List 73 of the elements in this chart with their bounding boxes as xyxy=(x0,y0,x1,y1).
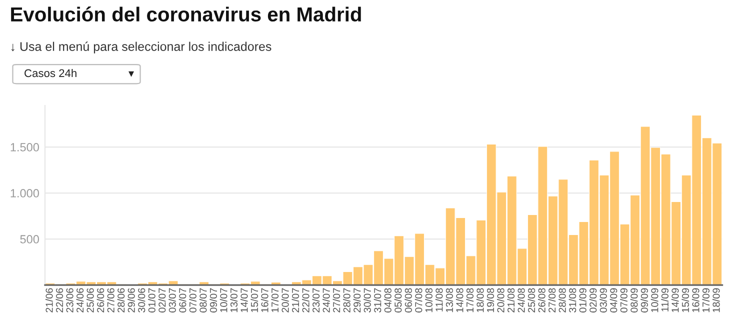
x-tick-label: 11/09 xyxy=(661,288,668,312)
y-tick-label: 1.500 xyxy=(10,143,39,152)
x-tick-label: 14/09 xyxy=(671,288,679,312)
x-tick-label: 30/06 xyxy=(138,288,146,312)
x-tick-label: 20/07 xyxy=(281,288,289,312)
x-tick-label: 01/09 xyxy=(579,288,586,312)
x-tick-label: 27/06 xyxy=(107,288,114,312)
x-tick-label: 02/09 xyxy=(589,288,597,312)
x-tick-label: 21/07 xyxy=(292,288,300,312)
x-tick-label: 28/07 xyxy=(343,288,350,312)
x-tick-label: 29/07 xyxy=(353,288,361,312)
x-tick-label: 02/07 xyxy=(158,288,166,312)
x-tick-label: 08/09 xyxy=(630,288,638,312)
x-tick-label: 27/07 xyxy=(332,288,340,312)
x-tick-label: 28/06 xyxy=(117,288,125,312)
x-tick-label: 16/07 xyxy=(260,288,268,312)
x-tick-label: 21/08 xyxy=(507,288,515,312)
x-tick-label: 31/08 xyxy=(568,288,576,312)
x-tick-label: 31/07 xyxy=(374,288,382,312)
x-tick-label: 20/08 xyxy=(496,288,504,312)
x-tick-label: 22/07 xyxy=(302,288,310,312)
x-tick-label: 06/07 xyxy=(178,288,186,312)
text: Casos 24h xyxy=(24,68,76,78)
x-tick-label: 25/06 xyxy=(86,288,94,312)
x-tick-label: 17/07 xyxy=(271,288,279,312)
x-tick-label: 24/07 xyxy=(322,288,330,312)
x-tick-label: 14/08 xyxy=(456,288,464,312)
x-tick-label: 13/08 xyxy=(446,288,454,312)
chart-subtitle: ↓ Usa el menú para seleccionar los indicadores xyxy=(11,42,272,54)
x-tick-label: 30/07 xyxy=(364,288,371,312)
x-tick-label: 18/08 xyxy=(476,288,484,312)
x-tick-label: 03/07 xyxy=(168,288,176,312)
x-tick-label: 08/07 xyxy=(199,288,207,312)
text: ▾ xyxy=(128,71,134,77)
x-tick-label: 26/06 xyxy=(96,288,104,312)
x-tick-label: 03/09 xyxy=(600,288,607,312)
x-tick-label: 04/08 xyxy=(384,288,392,312)
x-tick-label: 07/09 xyxy=(620,288,628,312)
x-tick-label: 10/09 xyxy=(650,288,658,312)
x-tick-label: 11/08 xyxy=(435,288,443,312)
x-tick-label: 15/07 xyxy=(250,288,258,312)
x-tick-label: 07/08 xyxy=(414,288,422,312)
x-tick-label: 19/08 xyxy=(486,288,494,312)
x-tick-label: 22/06 xyxy=(56,288,64,312)
x-tick-label: 23/07 xyxy=(312,288,320,312)
x-tick-label: 06/08 xyxy=(404,288,412,312)
x-tick-label: 28/08 xyxy=(558,288,566,312)
x-tick-label: 21/06 xyxy=(45,288,53,312)
x-tick-label: 16/09 xyxy=(692,288,700,312)
x-tick-label: 29/06 xyxy=(128,288,135,312)
x-tick-label: 26/08 xyxy=(538,288,546,312)
x-tick-label: 13/07 xyxy=(230,288,238,312)
x-tick-label: 10/08 xyxy=(425,288,432,312)
x-tick-label: 27/08 xyxy=(548,288,556,312)
x-tick-label: 15/09 xyxy=(682,288,690,312)
x-tick-label: 25/08 xyxy=(528,288,536,312)
x-tick-label: 24/08 xyxy=(517,288,525,312)
x-tick-label: 17/08 xyxy=(466,288,474,312)
x-tick-label: 24/06 xyxy=(76,288,84,312)
x-tick-label: 14/07 xyxy=(240,288,248,312)
x-tick-label: 07/07 xyxy=(189,288,196,312)
x-tick-label: 04/09 xyxy=(610,288,618,312)
x-tick-label: 05/08 xyxy=(394,288,402,312)
x-tick-label: 09/07 xyxy=(210,288,217,312)
y-tick-label: 1.000 xyxy=(10,189,39,198)
x-tick-label: 18/09 xyxy=(712,288,720,312)
chart-title: Evolución del coronavirus en Madrid xyxy=(11,6,361,22)
x-tick-label: 17/09 xyxy=(702,288,710,312)
x-tick-label: 01/07 xyxy=(148,288,156,312)
x-tick-label: 23/06 xyxy=(66,288,74,312)
x-tick-label: 10/07 xyxy=(220,288,228,312)
x-tick-label: 09/09 xyxy=(640,288,648,312)
y-tick-label: 500 xyxy=(20,235,39,244)
